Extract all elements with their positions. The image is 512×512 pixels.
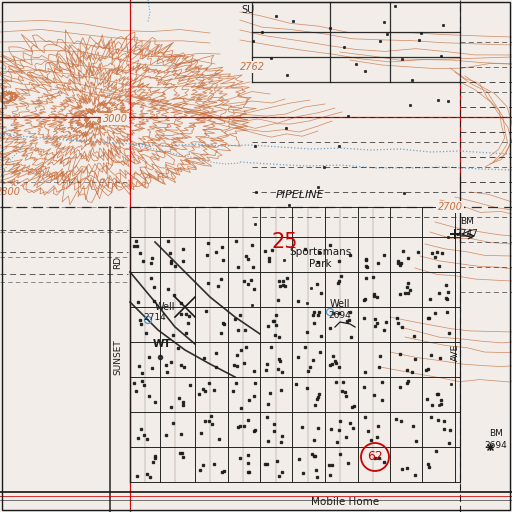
Text: SUNSET: SUNSET	[114, 339, 122, 375]
Text: 2800: 2800	[0, 187, 20, 197]
Text: 2714: 2714	[144, 313, 166, 323]
Text: 2694: 2694	[329, 310, 351, 319]
Text: AVE: AVE	[451, 344, 459, 360]
Text: 2700: 2700	[437, 202, 462, 212]
Text: Park: Park	[309, 259, 331, 269]
Text: Well: Well	[330, 299, 350, 309]
Text: Mobile Home: Mobile Home	[311, 497, 379, 507]
Text: Well: Well	[155, 302, 175, 312]
Text: BM: BM	[489, 430, 503, 438]
Text: 25: 25	[272, 232, 298, 252]
Text: BM: BM	[460, 218, 474, 226]
Text: 2694: 2694	[485, 441, 507, 451]
Text: WT: WT	[153, 339, 172, 349]
Text: Sportsmans: Sportsmans	[289, 247, 351, 257]
Text: PIPELINE: PIPELINE	[275, 190, 324, 200]
Text: 2747: 2747	[456, 229, 478, 239]
Text: SU: SU	[241, 5, 254, 15]
Text: 3000: 3000	[102, 114, 127, 124]
Text: RD: RD	[114, 255, 122, 269]
Text: 2762: 2762	[240, 62, 265, 72]
Text: 62: 62	[367, 451, 383, 463]
